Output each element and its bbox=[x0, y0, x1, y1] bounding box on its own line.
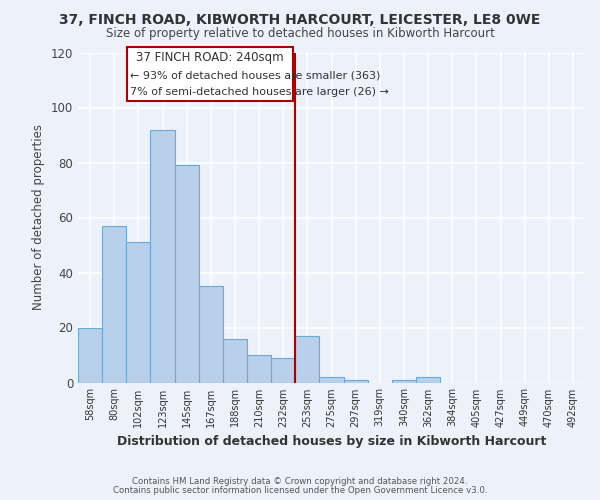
Text: 37 FINCH ROAD: 240sqm: 37 FINCH ROAD: 240sqm bbox=[136, 51, 284, 64]
Text: 37, FINCH ROAD, KIBWORTH HARCOURT, LEICESTER, LE8 0WE: 37, FINCH ROAD, KIBWORTH HARCOURT, LEICE… bbox=[59, 12, 541, 26]
Bar bbox=[199, 286, 223, 382]
FancyBboxPatch shape bbox=[127, 47, 293, 100]
Bar bbox=[392, 380, 416, 382]
Text: Contains HM Land Registry data © Crown copyright and database right 2024.: Contains HM Land Registry data © Crown c… bbox=[132, 477, 468, 486]
Bar bbox=[271, 358, 295, 382]
Bar bbox=[223, 338, 247, 382]
Bar bbox=[295, 336, 319, 382]
Text: ← 93% of detached houses are smaller (363): ← 93% of detached houses are smaller (36… bbox=[130, 70, 380, 80]
Bar bbox=[126, 242, 151, 382]
Bar bbox=[102, 226, 126, 382]
Text: Size of property relative to detached houses in Kibworth Harcourt: Size of property relative to detached ho… bbox=[106, 28, 494, 40]
Y-axis label: Number of detached properties: Number of detached properties bbox=[32, 124, 45, 310]
Bar bbox=[247, 355, 271, 382]
Bar bbox=[319, 377, 344, 382]
Bar bbox=[78, 328, 102, 382]
Text: Contains public sector information licensed under the Open Government Licence v3: Contains public sector information licen… bbox=[113, 486, 487, 495]
Bar bbox=[416, 377, 440, 382]
X-axis label: Distribution of detached houses by size in Kibworth Harcourt: Distribution of detached houses by size … bbox=[117, 435, 546, 448]
Bar bbox=[151, 130, 175, 382]
Bar bbox=[344, 380, 368, 382]
Text: 7% of semi-detached houses are larger (26) →: 7% of semi-detached houses are larger (2… bbox=[130, 88, 389, 98]
Bar bbox=[175, 165, 199, 382]
